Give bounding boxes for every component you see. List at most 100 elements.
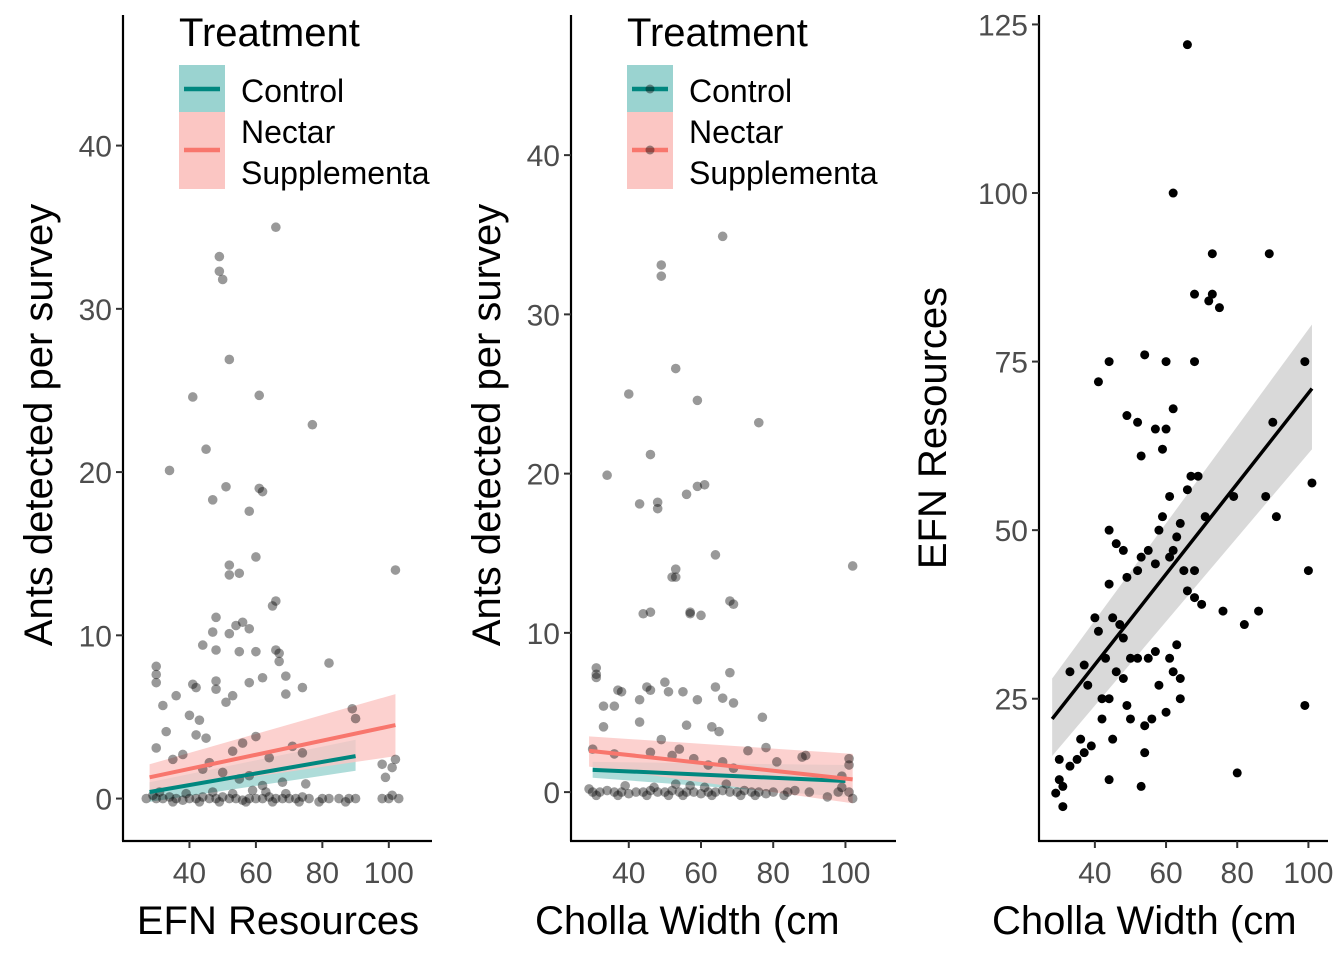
- data-point: [297, 792, 308, 802]
- y-tick-label: 0: [95, 784, 112, 817]
- x-ticks: 40 60 80 100: [173, 841, 414, 890]
- x-axis-title: EFN Resources: [137, 899, 419, 943]
- y-tick-label: 10: [79, 620, 112, 653]
- y-tick-label: 75: [995, 347, 1028, 380]
- data-point: [300, 779, 311, 789]
- data-point: [714, 726, 724, 737]
- data-point: [224, 793, 235, 804]
- data-point: [1136, 552, 1146, 562]
- data-point: [1111, 667, 1121, 677]
- data-point: [1264, 249, 1274, 259]
- data-point: [1058, 802, 1068, 812]
- data-point: [284, 793, 294, 804]
- panel-2: 0 10 20 30 40 40 60 80 100 Cholla Width (cm Ant…: [465, 11, 896, 943]
- fit-line-control: [592, 767, 846, 783]
- data-point: [1079, 748, 1089, 758]
- data-point: [685, 780, 695, 791]
- data-point: [237, 738, 248, 748]
- data-point: [717, 693, 728, 703]
- confidence-band-nectar: [149, 694, 396, 793]
- data-point: [158, 793, 168, 804]
- legend-title: Treatment: [627, 11, 808, 55]
- data-point: [1168, 404, 1178, 414]
- data-point: [685, 608, 695, 619]
- data-point: [171, 793, 181, 804]
- x-tick-label: 40: [612, 857, 645, 890]
- data-point: [1065, 761, 1075, 771]
- data-point: [1101, 653, 1111, 663]
- data-point: [237, 795, 248, 805]
- y-tick-label: 30: [527, 299, 560, 332]
- data-point: [721, 779, 732, 789]
- data-point: [725, 596, 735, 606]
- data-point: [638, 787, 649, 797]
- data-point: [344, 793, 354, 804]
- data-point: [264, 752, 274, 763]
- data-point: [1086, 741, 1096, 751]
- data-point: [231, 793, 241, 804]
- data-point: [227, 746, 238, 757]
- data-point: [254, 483, 265, 494]
- data-point: [151, 661, 162, 672]
- data-point: [244, 506, 255, 517]
- y-tick-label: 30: [79, 294, 112, 327]
- confidence-bands: [1052, 324, 1312, 757]
- data-point: [347, 703, 358, 714]
- data-point: [187, 679, 198, 690]
- fit-line-control: [149, 754, 356, 794]
- y-tick-label: 40: [79, 131, 112, 164]
- y-tick-label: 20: [79, 457, 112, 490]
- data-point: [151, 677, 162, 688]
- legend-label-control: Control: [241, 73, 344, 109]
- y-tick-label: 10: [527, 618, 560, 651]
- data-point: [678, 686, 688, 697]
- data-point: [1133, 566, 1143, 576]
- data-point: [1143, 545, 1153, 555]
- data-point: [257, 780, 268, 791]
- panel-1: 0 10 20 30 40 40 60 80 100 EFN Resources Ants d…: [17, 11, 432, 943]
- data-point: [1193, 471, 1203, 481]
- data-point: [184, 793, 195, 804]
- data-point: [1136, 781, 1146, 791]
- data-point: [743, 745, 753, 756]
- data-point: [1190, 289, 1200, 299]
- data-point: [1122, 572, 1132, 582]
- legend-key-nectar-point: [645, 145, 655, 155]
- data-point: [728, 599, 739, 610]
- data-point: [674, 744, 685, 754]
- data-point: [645, 449, 656, 460]
- data-point: [1125, 714, 1135, 724]
- data-point: [307, 419, 318, 430]
- confidence-bands: [149, 694, 396, 802]
- data-point: [692, 395, 703, 406]
- data-point: [271, 222, 281, 233]
- data-point: [779, 790, 789, 801]
- data-point: [768, 787, 779, 797]
- data-point: [350, 793, 361, 804]
- data-point: [681, 720, 692, 731]
- data-point: [1115, 620, 1125, 630]
- scatter-points: [584, 231, 858, 804]
- data-point: [151, 793, 162, 804]
- data-point: [314, 797, 324, 807]
- data-point: [1172, 532, 1182, 542]
- data-point: [634, 694, 645, 705]
- data-point: [833, 787, 844, 797]
- fit-line-fit: [1050, 387, 1314, 721]
- data-point: [1200, 512, 1210, 522]
- data-point: [667, 785, 677, 796]
- data-point: [1300, 357, 1310, 367]
- data-point: [1261, 491, 1271, 501]
- data-point: [645, 685, 656, 695]
- y-axis-title: EFN Resources: [911, 287, 955, 569]
- data-point: [224, 354, 235, 365]
- data-point: [591, 669, 602, 680]
- data-point: [692, 481, 703, 492]
- legend-title: Treatment: [179, 11, 360, 55]
- data-point: [267, 797, 278, 807]
- data-point: [822, 792, 833, 802]
- data-point: [290, 793, 301, 804]
- data-point: [1051, 788, 1061, 798]
- data-point: [1140, 721, 1150, 731]
